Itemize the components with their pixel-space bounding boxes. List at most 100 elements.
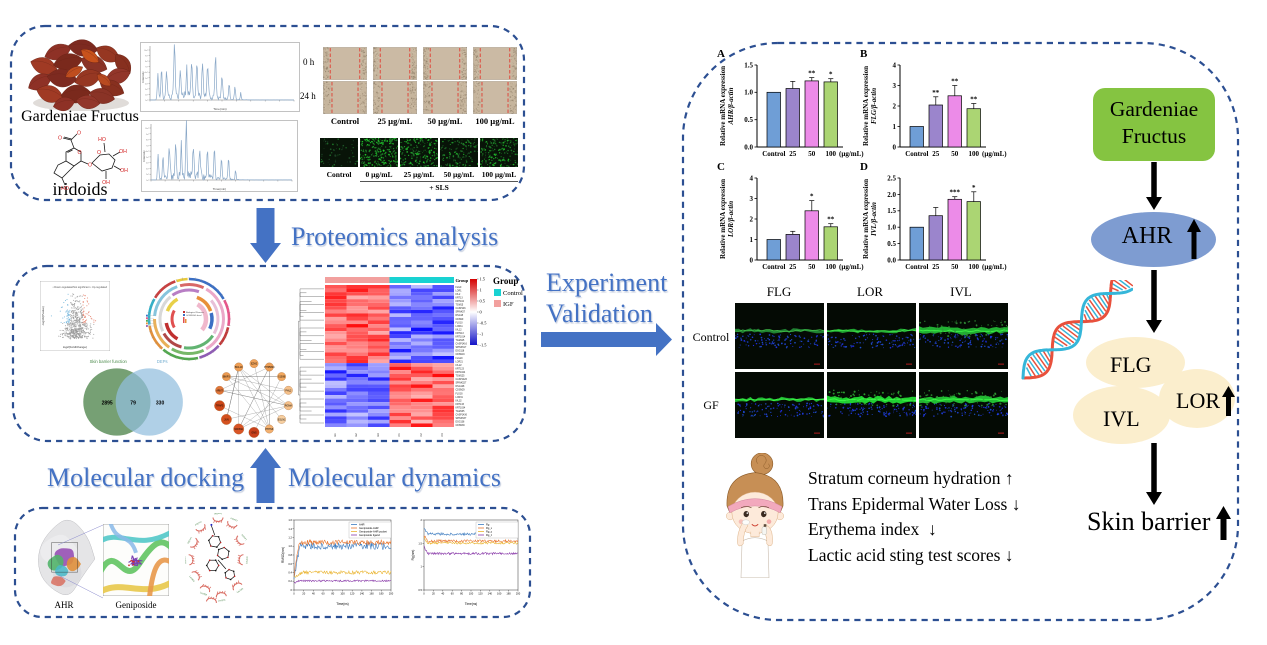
- svg-text:D: D: [860, 161, 868, 173]
- svg-text:log2(FoldChange): log2(FoldChange): [63, 345, 87, 349]
- svg-text:O: O: [88, 163, 92, 169]
- svg-text:G2: G2: [354, 433, 358, 437]
- svg-text:Control: Control: [503, 290, 523, 297]
- svg-text:Leu184: Leu184: [214, 512, 222, 514]
- svg-text:Leu345: Leu345: [186, 536, 192, 544]
- svg-text:SPINK517: SPINK517: [456, 347, 467, 349]
- svg-text:Control: Control: [905, 263, 928, 271]
- svg-text:C1: C1: [397, 433, 401, 437]
- svg-text:G3: G3: [376, 433, 380, 437]
- svg-text:Leu314: Leu314: [194, 520, 202, 526]
- svg-text:CDSN19: CDSN19: [456, 354, 466, 356]
- svg-text:Geniposide-AHR pocket: Geniposide-AHR pocket: [359, 530, 387, 534]
- svg-text:(µg/mL): (µg/mL): [982, 263, 1007, 271]
- svg-text:0.0: 0.0: [744, 143, 753, 151]
- svg-text:50: 50: [808, 263, 816, 271]
- svg-text:**: **: [970, 96, 978, 104]
- svg-text:180: 180: [506, 592, 511, 596]
- svg-text:Leu343: Leu343: [246, 556, 249, 564]
- svg-text:**: **: [827, 216, 835, 224]
- svg-text:2e7: 2e7: [145, 94, 148, 96]
- svg-text:3e7: 3e7: [146, 168, 149, 170]
- svg-text:Time(ns): Time(ns): [465, 602, 477, 606]
- svg-text:2: 2: [421, 518, 423, 522]
- svg-text:O: O: [58, 136, 62, 142]
- svg-text:TGM115: TGM115: [456, 340, 465, 342]
- svg-text:0: 0: [750, 256, 754, 264]
- svg-text:C2: C2: [419, 433, 423, 437]
- svg-text:O: O: [77, 150, 81, 156]
- svg-text:3: 3: [750, 195, 754, 203]
- svg-text:Geniposide-AHR: Geniposide-AHR: [359, 526, 379, 530]
- svg-text:1.2: 1.2: [288, 536, 292, 540]
- svg-text:Time(min): Time(min): [213, 107, 226, 111]
- svg-text:0.6: 0.6: [288, 562, 292, 566]
- svg-text:B: B: [860, 48, 868, 60]
- svg-text:0.4: 0.4: [288, 571, 292, 575]
- svg-text:1.5: 1.5: [480, 277, 486, 282]
- svg-text:180: 180: [379, 592, 384, 596]
- svg-text:Relative mRNA expression: Relative mRNA expression: [719, 66, 727, 146]
- svg-text:0.2: 0.2: [288, 579, 292, 583]
- svg-text:50: 50: [808, 150, 816, 158]
- svg-text:120: 120: [478, 592, 483, 596]
- svg-text:***: ***: [950, 189, 961, 197]
- svg-text:TGM125: TGM125: [456, 376, 466, 378]
- svg-text:CDSN39: CDSN39: [456, 425, 466, 427]
- svg-text:4e7: 4e7: [146, 163, 149, 165]
- svg-text:9e7: 9e7: [146, 134, 149, 136]
- svg-text:Rg_y: Rg_y: [486, 530, 493, 534]
- svg-text:40: 40: [441, 592, 444, 596]
- svg-text:DSG128: DSG128: [456, 386, 466, 388]
- svg-text:KRT1034: KRT1034: [456, 408, 466, 410]
- svg-text:6e7: 6e7: [145, 72, 148, 74]
- svg-text:2e7: 2e7: [146, 174, 149, 176]
- svg-text:4: 4: [893, 61, 897, 69]
- svg-text:TGM15: TGM15: [456, 305, 464, 307]
- svg-text:LOR11: LOR11: [456, 326, 464, 328]
- svg-text:DSG118: DSG118: [456, 351, 465, 353]
- svg-text:100: 100: [826, 263, 837, 271]
- svg-text:5e7: 5e7: [145, 78, 148, 80]
- svg-text:0: 0: [423, 592, 425, 596]
- svg-text:Intensity: Intensity: [141, 71, 145, 83]
- svg-text:PHL2: PHL2: [285, 389, 292, 392]
- svg-text:AHR: AHR: [359, 523, 365, 527]
- svg-text:100: 100: [469, 592, 474, 596]
- svg-text:BNIP3: BNIP3: [223, 376, 231, 379]
- svg-text:Biological Process: Biological Process: [186, 311, 205, 314]
- svg-text:SPINK527: SPINK527: [456, 383, 467, 385]
- svg-text:DSG138: DSG138: [456, 422, 466, 424]
- svg-text:1: 1: [750, 236, 754, 244]
- svg-text:CASP1416: CASP1416: [456, 343, 468, 346]
- svg-text:100: 100: [969, 263, 980, 271]
- svg-text:1.4: 1.4: [288, 527, 292, 531]
- svg-text:1: 1: [893, 123, 897, 131]
- svg-text:Skin barrier function: Skin barrier function: [90, 359, 128, 364]
- svg-text:KRT13: KRT13: [456, 297, 464, 299]
- svg-text:*: *: [829, 71, 833, 79]
- svg-text:CASP146: CASP146: [456, 307, 467, 310]
- svg-text:FLG/β-actin: FLG/β-actin: [870, 88, 878, 124]
- svg-text:FLG0: FLG0: [456, 287, 462, 289]
- svg-text:7e7: 7e7: [146, 145, 149, 147]
- svg-text:KRT1014: KRT1014: [456, 337, 466, 339]
- svg-text:Relative mRNA expression: Relative mRNA expression: [862, 179, 870, 259]
- svg-text:0.8: 0.8: [288, 553, 292, 557]
- svg-text:Rg: Rg: [486, 523, 490, 527]
- svg-text:CASP1436: CASP1436: [456, 414, 468, 417]
- svg-text:25: 25: [932, 150, 940, 158]
- svg-text:IVL/β-actin: IVL/β-actin: [870, 202, 878, 237]
- svg-text:1: 1: [421, 565, 423, 569]
- svg-text:160: 160: [369, 592, 374, 596]
- svg-text:Leu244: Leu244: [241, 533, 248, 541]
- svg-text:CASP1426: CASP1426: [456, 378, 468, 381]
- svg-text:100: 100: [969, 150, 980, 158]
- svg-text:(µg/mL): (µg/mL): [982, 150, 1007, 158]
- svg-text:Leu370: Leu370: [218, 600, 226, 603]
- svg-text:PITPNM4: PITPNM4: [264, 366, 275, 369]
- svg-text:HO: HO: [61, 186, 69, 192]
- svg-text:60: 60: [322, 592, 325, 596]
- svg-text:2895: 2895: [102, 400, 113, 406]
- svg-text:• Up-regulated: • Up-regulated: [90, 285, 107, 289]
